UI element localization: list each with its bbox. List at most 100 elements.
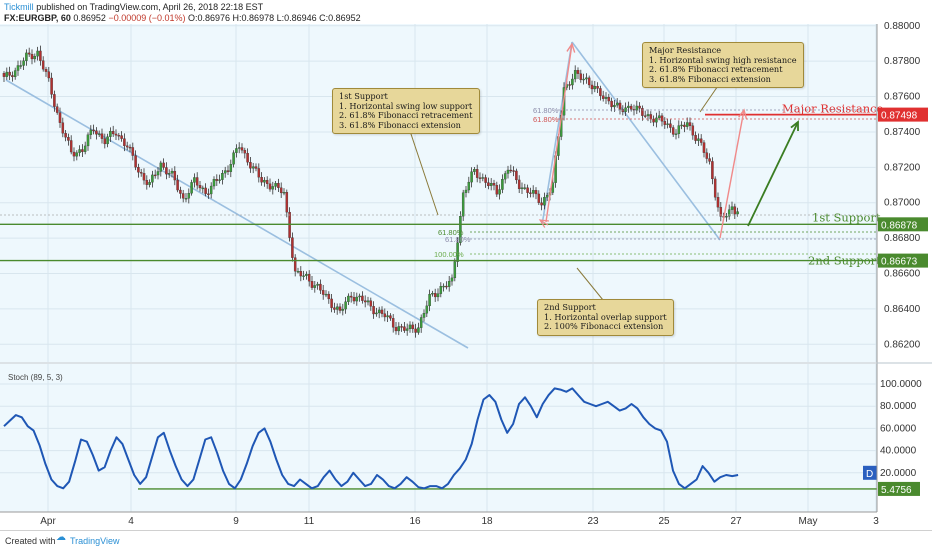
candle-body	[599, 88, 602, 96]
candle-body	[400, 326, 403, 328]
candle-body	[232, 152, 235, 165]
fib-level-label: 61.80%	[533, 106, 559, 115]
candle-body	[394, 327, 398, 332]
candle-body	[159, 162, 163, 172]
stoch-y-tick-label: 20.0000	[880, 468, 917, 479]
candle-body	[162, 162, 165, 168]
y-tick-label: 0.87600	[884, 92, 921, 103]
candle-body	[629, 105, 633, 110]
brand-link[interactable]: Tickmill	[4, 2, 34, 12]
candle-body	[425, 305, 429, 314]
candle-body	[540, 202, 543, 206]
candle-body	[655, 117, 658, 123]
candle-body	[487, 182, 490, 187]
candle-body	[716, 197, 720, 208]
candle-body	[470, 171, 473, 183]
candle-body	[279, 187, 283, 194]
stoch-current-label: D	[866, 469, 873, 480]
candle-body	[613, 104, 616, 108]
candle-body	[453, 261, 457, 279]
candle-body	[473, 169, 476, 172]
support1-label: 1st Support	[812, 210, 881, 224]
candle-body	[277, 183, 280, 188]
candle-body	[526, 187, 529, 193]
x-tick-label: 16	[409, 516, 421, 527]
candle-body	[492, 183, 496, 186]
candle-body	[69, 140, 73, 153]
candle-body	[495, 185, 499, 195]
candle-body	[75, 152, 79, 157]
y-tick-label: 0.86400	[884, 304, 921, 315]
candle-body	[184, 198, 188, 200]
candle-body	[366, 300, 370, 303]
candle-body	[307, 273, 311, 282]
candle-body	[537, 193, 541, 203]
candle-body	[736, 211, 739, 215]
candlestick-series	[2, 45, 739, 338]
candle-body	[302, 275, 305, 277]
candle-body	[61, 122, 65, 134]
candle-body	[369, 300, 373, 307]
tradingview-logo-text[interactable]: TradingView	[70, 536, 120, 546]
candle-body	[226, 170, 230, 172]
resistance-annotation-line: 2. 61.8% Fibonacci retracement	[649, 64, 783, 74]
candle-body	[268, 183, 272, 190]
resistance-annotation-line: 1. Horizontal swing high resistance	[649, 54, 797, 65]
candle-body	[431, 293, 434, 295]
candle-body	[576, 70, 580, 74]
support2-label: 2nd Support	[808, 254, 881, 268]
candle-body	[621, 109, 625, 112]
candle-body	[81, 149, 84, 152]
candle-body	[58, 112, 62, 123]
x-tick-label: Apr	[40, 516, 56, 527]
arrow-shaft	[545, 43, 573, 223]
candle-body	[683, 124, 686, 127]
candle-body	[520, 187, 524, 190]
candle-body	[517, 179, 521, 190]
candle-body	[142, 173, 146, 181]
candle-body	[30, 54, 34, 60]
candle-body	[652, 118, 655, 123]
candle-body	[660, 115, 664, 122]
support2-price-tag	[878, 253, 928, 268]
candle-body	[573, 70, 577, 80]
candle-body	[291, 237, 294, 258]
candle-body	[41, 60, 45, 70]
candle-body	[47, 71, 51, 79]
candle-body	[450, 277, 454, 282]
candle-body	[120, 135, 123, 139]
support1-annotation: 1st Support 1. Horizontal swing low supp…	[332, 88, 480, 134]
candle-body	[156, 171, 160, 176]
candle-body	[78, 149, 81, 153]
candle-body	[167, 173, 171, 175]
candle-body	[512, 170, 515, 172]
x-tick-label: 23	[587, 516, 599, 527]
arrow-shaft	[719, 109, 745, 239]
candle-body	[545, 195, 549, 198]
y-tick-label: 0.87800	[884, 56, 921, 67]
candle-body	[327, 293, 331, 300]
candle-body	[198, 185, 202, 189]
candle-body	[316, 283, 319, 286]
candle-body	[123, 138, 126, 146]
candle-body	[363, 300, 367, 303]
axes: 0.86200 0.86400 0.86600 0.86800 0.87000 0.872…	[0, 21, 932, 527]
stoch-y-tick-label: 40.0000	[880, 446, 917, 457]
candle-body	[688, 122, 692, 126]
candle-body	[380, 309, 384, 314]
candle-body	[467, 181, 471, 191]
candle-body	[711, 161, 714, 180]
resistance-price-tag	[878, 107, 928, 122]
candle-body	[274, 183, 277, 187]
y-tick-label: 0.86200	[884, 339, 921, 350]
candle-body	[568, 84, 571, 86]
fibonacci-levels: 61.80%61.80%61.80%61.80%100.00%	[434, 106, 877, 259]
candle-body	[187, 193, 191, 199]
candle-body	[663, 121, 667, 125]
candle-body	[579, 73, 583, 80]
candle-body	[114, 133, 118, 136]
candle-body	[139, 172, 143, 174]
candle-body	[293, 257, 297, 272]
candle-body	[702, 142, 706, 153]
